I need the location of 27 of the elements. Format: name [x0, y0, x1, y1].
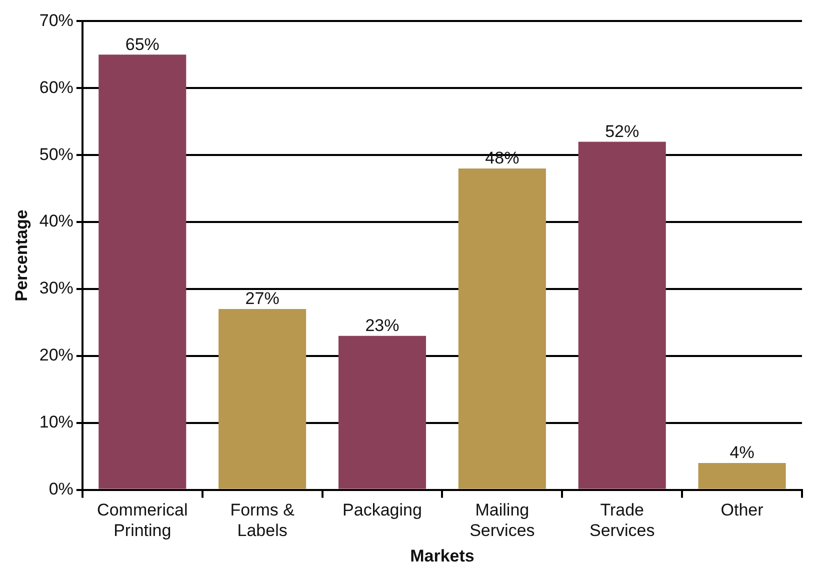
data-label: 27%	[245, 289, 280, 308]
bar	[338, 336, 426, 489]
y-axis-title: Percentage	[12, 210, 31, 302]
data-label: 4%	[730, 443, 754, 462]
bar	[458, 168, 546, 489]
data-label: 65%	[125, 34, 160, 54]
data-label: 52%	[605, 122, 640, 141]
x-tick-label: Mailing Services	[470, 500, 535, 540]
bar	[698, 463, 786, 489]
y-tick-label: 0%	[48, 479, 74, 498]
x-tick-label: Trade Services	[590, 500, 655, 540]
y-tick-label: 40%	[39, 212, 74, 231]
data-label: 23%	[365, 316, 400, 336]
y-tick-label: 20%	[39, 346, 74, 365]
x-tick-label: Other	[720, 500, 764, 520]
y-tick-label: 50%	[39, 144, 74, 164]
y-tick-label: 60%	[39, 78, 74, 97]
bar	[218, 309, 306, 489]
bar	[98, 54, 186, 489]
x-tick-label: Forms & Labels	[230, 500, 296, 540]
x-tick-label: Packaging	[342, 500, 422, 520]
bar	[578, 142, 666, 489]
y-tick-label: 30%	[39, 278, 74, 298]
y-tick-label: 10%	[39, 412, 74, 432]
x-axis-title: Markets	[410, 546, 474, 566]
y-tick-label: 70%	[39, 10, 74, 30]
x-tick-label: Commerical Printing	[97, 500, 188, 540]
